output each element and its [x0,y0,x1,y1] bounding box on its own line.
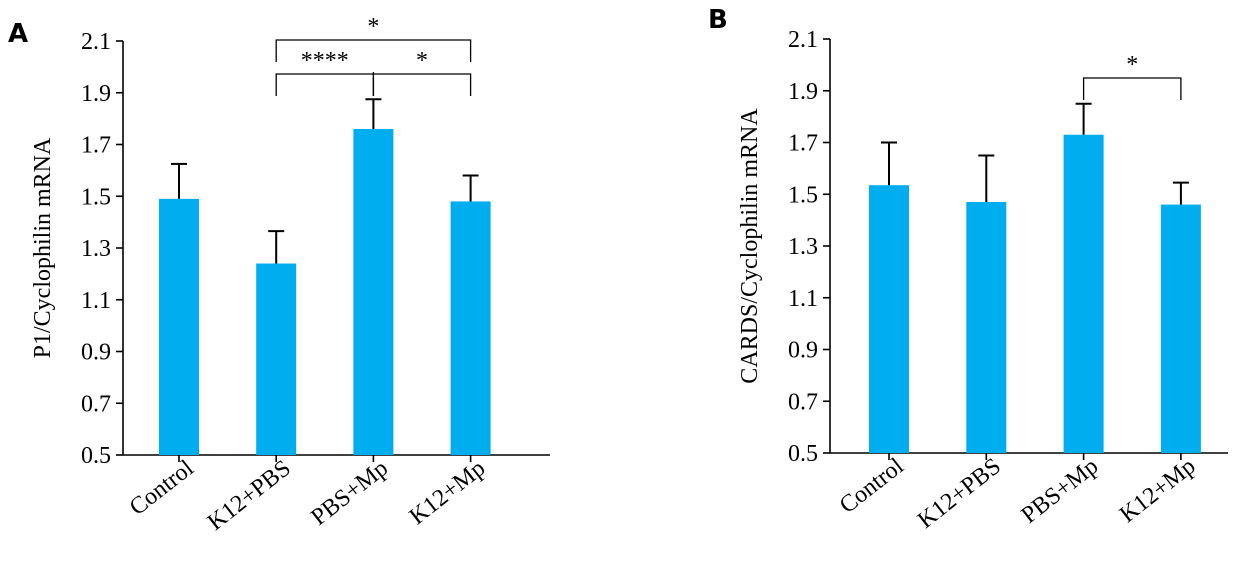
panel-label: A [8,19,28,49]
y-tick-label: 1.1 [788,286,818,312]
x-category-label: K12+PBS [203,455,296,536]
y-axis-label: CARDS/Cyclophilin mRNA [737,108,763,384]
significance-marker: **** [301,48,349,74]
x-category-label: Control [125,455,199,521]
y-tick-label: 0.5 [788,441,818,467]
x-category-label: PBS+Mp [306,455,393,531]
x-category-label: K12+Mp [1115,453,1201,528]
y-tick-label: 1.3 [788,234,818,260]
significance-bracket [275,39,472,62]
y-tick-label: 1.1 [81,288,111,314]
y-tick-label: 1.9 [81,81,111,107]
chart-panel-a: A P1/Cyclophilin mRNA 0.5 0.7 0.9 1.1 1.3 1.5 1.… [8,14,550,536]
bar [256,263,297,455]
y-axis-label: P1/Cyclophilin mRNA [30,137,56,358]
bar [1063,134,1104,454]
y-tick-label: 0.7 [81,391,111,417]
y-tick-label: 1.5 [788,182,818,208]
significance-marker: * [367,14,379,40]
y-tick-label: 1.7 [788,131,818,157]
bar [869,185,909,453]
bar [1160,204,1201,453]
y-tick-label: 0.9 [788,338,818,364]
x-category-label: Control [835,453,909,519]
chart-panel-b: B CARDS/Cyclophilin mRNA 0.5 0.7 0.9 1.1 1.3 1.… [708,5,1228,534]
y-tick-label: 2.1 [81,29,111,55]
y-tick-label: 1.7 [81,133,111,159]
y-tick-label: 2.1 [788,27,818,53]
significance-bracket [372,73,472,96]
bar [159,198,199,455]
x-category-label: PBS+Mp [1017,453,1104,529]
y-tick-label: 0.5 [81,443,111,469]
x-category-label: K12+PBS [913,453,1006,534]
y-tick-label: 0.9 [81,340,111,366]
y-tick-label: 1.5 [81,184,111,210]
significance-bracket [1082,77,1182,100]
bar [353,128,394,455]
panel-label: B [708,5,728,35]
y-tick-label: 0.7 [788,389,818,415]
bar [450,201,491,455]
significance-marker: * [1126,52,1138,78]
bar [966,202,1007,453]
significance-marker: * [416,48,428,74]
y-tick-label: 1.3 [81,236,111,262]
y-tick-label: 1.9 [788,79,818,105]
x-category-label: K12+Mp [405,455,491,530]
significance-bracket [275,73,375,96]
